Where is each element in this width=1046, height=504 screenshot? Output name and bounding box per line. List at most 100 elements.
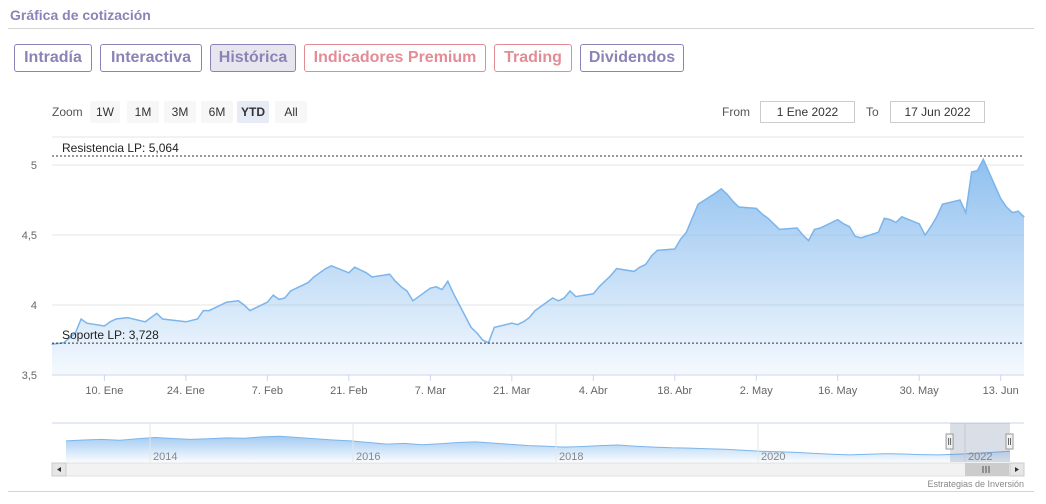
price-point [226, 301, 228, 303]
price-point [162, 318, 164, 320]
to-date-input[interactable]: 17 Jun 2022 [890, 101, 985, 123]
title-divider [8, 28, 1034, 29]
x-tick-label: 10. Ene [85, 385, 123, 397]
price-point [604, 280, 606, 282]
x-tick-label: 2. May [740, 385, 774, 397]
navigator-handle[interactable] [1005, 433, 1014, 450]
credit-text[interactable]: Estrategias de Inversión [927, 479, 1024, 489]
price-point [563, 297, 565, 299]
scrollbar-track[interactable] [51, 462, 1025, 477]
price-point [522, 321, 525, 323]
price-point [511, 322, 513, 324]
price-point [610, 275, 612, 277]
tab-historica[interactable]: Histórica [210, 44, 296, 72]
x-tick-label: 4. Abr [579, 385, 608, 397]
price-point [674, 248, 676, 250]
price-point [482, 339, 484, 341]
price-area-fill [52, 159, 1024, 375]
price-point [959, 199, 961, 201]
price-point [156, 312, 158, 314]
price-point [598, 286, 600, 288]
price-point [796, 227, 798, 229]
x-tick-label: 21. Mar [493, 385, 531, 397]
price-point [103, 325, 105, 327]
price-point [1023, 216, 1025, 218]
price-point [196, 318, 199, 320]
navigator[interactable]: 2014 2016 2018 2020 2022 [51, 422, 1025, 477]
price-point [895, 221, 897, 223]
navigator-year-label: 2022 [968, 451, 992, 463]
price-point [930, 226, 932, 228]
to-label: To [866, 105, 879, 119]
price-point [680, 238, 682, 240]
price-point [965, 212, 967, 214]
from-label: From [722, 105, 750, 119]
price-point [534, 310, 536, 312]
navigator-year-label: 2020 [761, 451, 785, 463]
price-point [645, 263, 647, 265]
price-point [971, 171, 973, 173]
section-title: Gráfica de cotización [10, 7, 151, 23]
zoom-ytd-button[interactable]: YTD [237, 101, 269, 123]
from-date-input[interactable]: 1 Ene 2022 [760, 101, 855, 123]
price-point [476, 332, 478, 334]
tab-interactiva[interactable]: Interactiva [100, 44, 202, 72]
price-point [74, 332, 76, 334]
x-tick-label: 18. Abr [657, 385, 692, 397]
price-point [429, 287, 431, 289]
price-point [802, 234, 804, 236]
price-point [843, 223, 845, 225]
price-point [936, 216, 938, 218]
price-point [767, 217, 769, 219]
price-point [685, 231, 688, 233]
tab-indicadores-premium[interactable]: Indicadores Premium [304, 44, 486, 72]
price-point [819, 227, 821, 229]
price-point [575, 296, 577, 298]
price-point [290, 290, 292, 292]
price-point [371, 276, 373, 278]
x-tick-label: 7. Mar [415, 385, 447, 397]
price-point [435, 286, 437, 288]
reference-lines: Resistencia LP: 5,064 Soporte LP: 3,728 [52, 141, 1024, 344]
price-point [877, 231, 880, 233]
price-point [691, 217, 693, 219]
price-point [517, 324, 519, 326]
price-point [389, 273, 391, 275]
navigator-handle[interactable] [945, 433, 954, 450]
x-tick-label: 16. May [818, 385, 858, 397]
price-point [755, 207, 757, 209]
scrollbar-thumb[interactable] [965, 463, 1009, 476]
price-point [720, 188, 722, 190]
x-tick-label: 24. Ene [167, 385, 205, 397]
price-point [237, 300, 239, 302]
navigator-line [65, 435, 1011, 456]
navigator-year-label: 2016 [356, 451, 380, 463]
price-point [650, 255, 653, 257]
zoom-1m-button[interactable]: 1M [127, 101, 159, 123]
price-point [528, 317, 530, 319]
tab-dividendos[interactable]: Dividendos [580, 44, 684, 72]
x-tick-label: 30. May [900, 385, 940, 397]
price-area [51, 157, 1025, 375]
price-point [330, 265, 332, 267]
price-point [616, 268, 618, 270]
tab-intradia[interactable]: Intradía [14, 44, 92, 72]
price-point [447, 280, 449, 282]
price-point [889, 219, 891, 221]
price-point [732, 200, 734, 202]
reference-label: Resistencia LP: 5,064 [62, 141, 179, 155]
price-point [144, 321, 146, 323]
zoom-1w-button[interactable]: 1W [90, 101, 120, 123]
price-point [202, 310, 204, 312]
x-tick-label: 7. Feb [252, 385, 283, 397]
navigator-selection [950, 423, 1010, 462]
zoom-all-button[interactable]: All [275, 101, 307, 123]
tab-trading[interactable]: Trading [494, 44, 572, 72]
zoom-3m-button[interactable]: 3M [164, 101, 196, 123]
price-point [63, 342, 65, 344]
zoom-label: Zoom [52, 105, 83, 119]
price-point [272, 294, 274, 296]
zoom-6m-button[interactable]: 6M [201, 101, 233, 123]
price-point [982, 158, 984, 160]
price-point [307, 282, 309, 284]
